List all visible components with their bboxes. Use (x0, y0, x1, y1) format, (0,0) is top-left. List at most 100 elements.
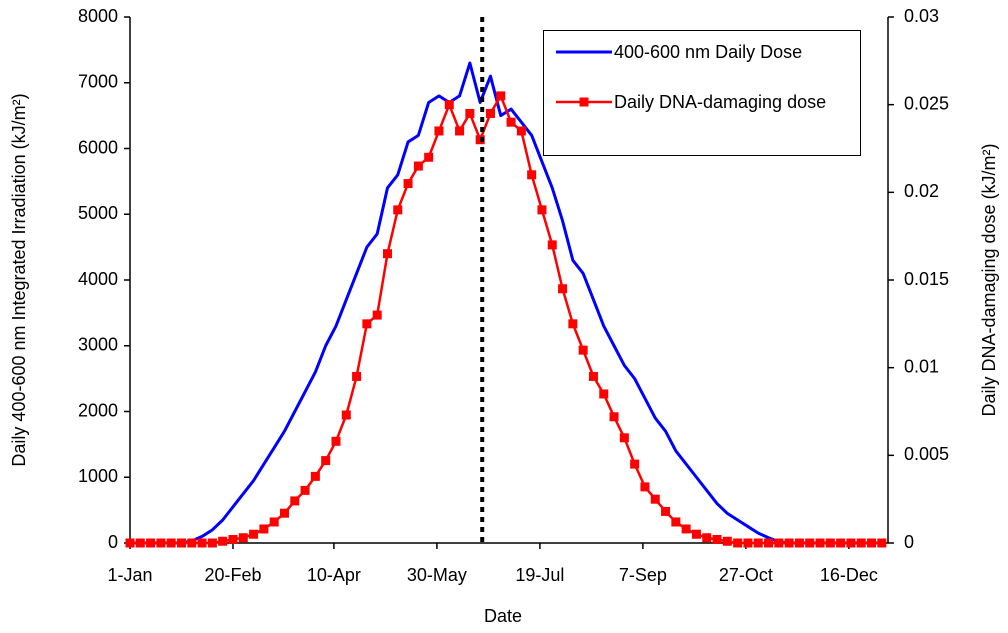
series-line (130, 94, 882, 545)
y2-tick-label: 0.005 (904, 444, 949, 464)
x-tick-label: 16-Dec (820, 565, 878, 585)
series-marker (867, 538, 877, 548)
series-marker (712, 534, 722, 544)
series-marker (146, 538, 156, 548)
x-tick-label: 27-Oct (719, 565, 773, 585)
series-marker (465, 108, 475, 118)
series-marker (207, 538, 217, 548)
series-marker (733, 538, 743, 548)
series-marker (661, 506, 671, 516)
series-marker (815, 538, 825, 548)
series-marker (187, 538, 197, 548)
y2-tick-label: 0.01 (904, 356, 939, 376)
series-marker (609, 412, 619, 422)
series-marker (650, 494, 660, 504)
series-marker (382, 249, 392, 259)
y-tick-label: 6000 (78, 137, 118, 157)
y-tick-label: 8000 (78, 6, 118, 26)
series-marker (578, 345, 588, 355)
y-tick-label: 1000 (78, 466, 118, 486)
y-tick-label: 7000 (78, 72, 118, 92)
series-marker (310, 471, 320, 481)
series-marker (249, 529, 259, 539)
series-marker (218, 536, 228, 546)
series-marker (444, 100, 454, 110)
series-marker (753, 538, 763, 548)
series-marker (434, 126, 444, 136)
legend-swatch (556, 50, 612, 54)
legend-label: 400-600 nm Daily Dose (614, 42, 803, 62)
series-marker (836, 538, 846, 548)
series-marker (774, 538, 784, 548)
series-marker (516, 126, 526, 136)
series-marker (877, 538, 887, 548)
series-marker (846, 538, 856, 548)
series-marker (362, 319, 372, 329)
series-marker (599, 389, 609, 399)
series-marker (197, 538, 207, 548)
series-marker (588, 371, 598, 381)
series-marker (290, 496, 300, 506)
series-marker (413, 161, 423, 171)
series-marker (537, 205, 547, 215)
series-marker (321, 456, 331, 466)
series-marker (527, 170, 537, 180)
x-tick-label: 20-Feb (204, 565, 261, 585)
y2-tick-label: 0.03 (904, 6, 939, 26)
x-axis-title: Date (484, 606, 522, 626)
series-marker (825, 538, 835, 548)
y-axis-title: Daily 400-600 nm Integrated Irradiation … (9, 93, 29, 466)
series-marker (506, 117, 516, 127)
series-marker (238, 533, 248, 543)
series-marker (568, 319, 578, 329)
series-marker (331, 436, 341, 446)
series-marker (352, 371, 362, 381)
x-tick-label: 1-Jan (107, 565, 152, 585)
series-marker (176, 538, 186, 548)
y-tick-label: 4000 (78, 269, 118, 289)
series-marker (619, 433, 629, 443)
legend: 400-600 nm Daily Dose Daily DNA-damaging … (543, 30, 861, 156)
series-marker (393, 205, 403, 215)
series-marker (805, 538, 815, 548)
series-marker (424, 152, 434, 162)
series-marker (743, 538, 753, 548)
legend-item: Daily DNA-damaging dose (544, 91, 854, 113)
series-marker (630, 459, 640, 469)
series-marker (702, 533, 712, 543)
series-marker (372, 310, 382, 320)
y-tick-label: 2000 (78, 400, 118, 420)
series-marker (166, 538, 176, 548)
legend-marker (579, 97, 589, 107)
series-marker (485, 108, 495, 118)
series-marker (341, 410, 351, 420)
series-marker (558, 284, 568, 294)
y2-tick-label: 0.015 (904, 269, 949, 289)
x-tick-label: 10-Apr (307, 565, 361, 585)
legend-swatch (556, 97, 612, 107)
series-marker (475, 135, 485, 145)
y2-tick-label: 0 (904, 532, 914, 552)
series-marker (156, 538, 166, 548)
series-marker (691, 529, 701, 539)
series-marker (681, 524, 691, 534)
series-marker (722, 536, 732, 546)
y-tick-label: 0 (108, 532, 118, 552)
series-marker (764, 538, 774, 548)
series-marker (269, 517, 279, 527)
x-tick-label: 30-May (407, 565, 467, 585)
series-marker (135, 538, 145, 548)
series-marker (279, 508, 289, 518)
y-tick-label: 5000 (78, 203, 118, 223)
series-marker (496, 91, 506, 101)
y2-tick-label: 0.025 (904, 93, 949, 113)
series-marker (300, 485, 310, 495)
series-marker (125, 538, 135, 548)
legend-item: 400-600 nm Daily Dose (544, 41, 854, 63)
x-tick-label: 7-Sep (619, 565, 667, 585)
series-marker (228, 534, 238, 544)
series-marker (259, 524, 269, 534)
series-marker (547, 240, 557, 250)
